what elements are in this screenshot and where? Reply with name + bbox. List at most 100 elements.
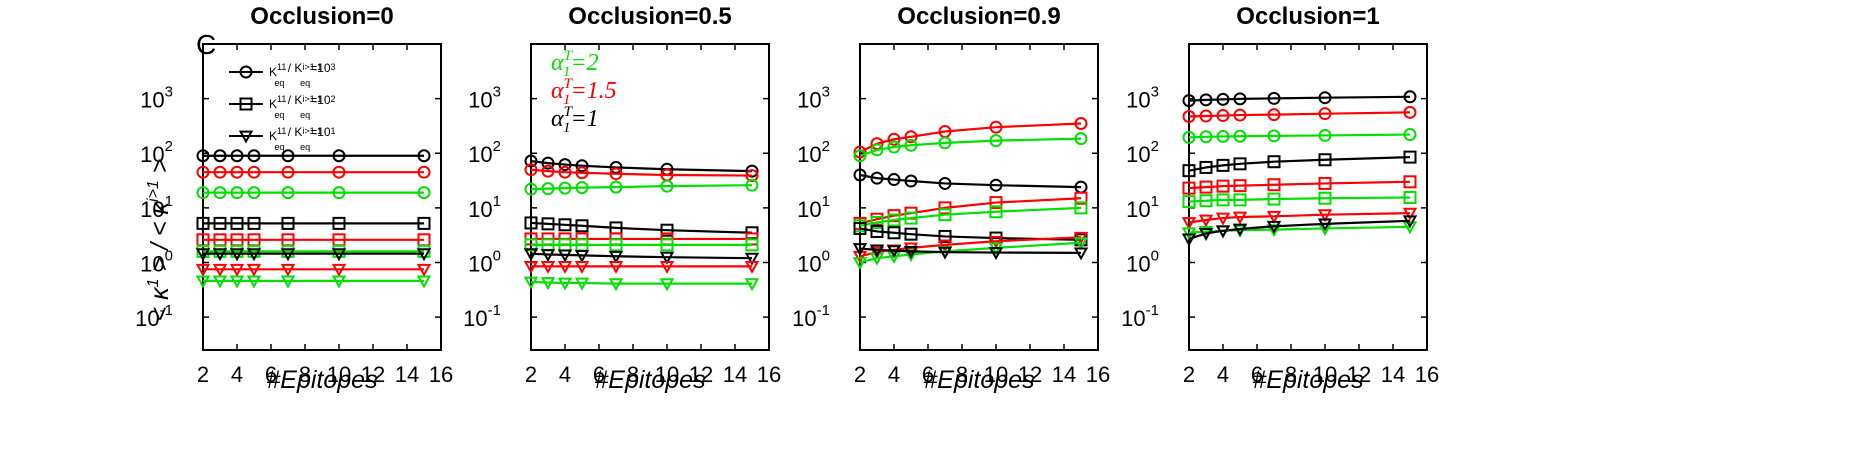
series-line: [859, 227, 1082, 241]
data-point: [332, 165, 346, 179]
data-point: [541, 156, 555, 170]
data-point: [887, 140, 901, 154]
data-point: [744, 252, 760, 266]
data-point: [246, 275, 262, 289]
panel-title: Occlusion=1: [1236, 3, 1379, 30]
y-tick-label: 101: [797, 193, 830, 222]
data-point: [247, 216, 261, 230]
y-tick-label: 100: [140, 247, 173, 276]
y-tick-label: 103: [140, 84, 173, 113]
data-point: [744, 260, 760, 274]
x-tick-label: 16: [757, 362, 781, 387]
data-point: [608, 260, 624, 274]
series-line: [530, 184, 753, 191]
series-line: [1188, 212, 1411, 224]
data-point: [660, 238, 674, 252]
data-point: [1318, 176, 1332, 190]
x-tick-label: 4: [231, 362, 243, 387]
svg-text:< κ1 > / < κi>1 >: < κ1 > / < κi>1 >: [145, 159, 174, 322]
data-point: [575, 159, 589, 173]
legend-entry: K11 eq / Ki>1,1 eq=103: [269, 61, 336, 88]
axes-frame: [202, 43, 442, 351]
data-point: [1267, 108, 1281, 122]
data-point: [938, 229, 952, 243]
data-point: [247, 149, 261, 163]
series-line: [530, 252, 753, 260]
x-tick-label: 10: [655, 362, 679, 387]
data-point: [575, 181, 589, 195]
data-point: [332, 149, 346, 163]
series-8: [523, 260, 760, 274]
data-point: [1216, 92, 1230, 106]
data-point: [1216, 109, 1230, 123]
y-tick-label: 10-1: [792, 302, 830, 331]
legend-entry: K11 eq / Ki>1,1 eq=101: [269, 125, 336, 152]
data-point: [1318, 191, 1332, 205]
series-6: [1182, 190, 1417, 209]
data-point: [887, 132, 901, 146]
series-1: [1182, 90, 1417, 108]
series-line: [1188, 219, 1411, 240]
data-point: [230, 216, 244, 230]
y-tick-label: 102: [797, 138, 830, 167]
data-point: [524, 154, 538, 168]
data-point: [417, 149, 431, 163]
data-point: [331, 263, 347, 277]
ylabel-num-sup: 1: [145, 278, 162, 287]
data-point: [1073, 247, 1089, 261]
data-point: [938, 208, 952, 222]
x-tick-label: 4: [559, 362, 571, 387]
data-point: [575, 166, 589, 180]
series-line: [859, 173, 1082, 189]
series-8: [195, 263, 432, 277]
data-point: [903, 245, 919, 259]
data-point: [1181, 233, 1197, 247]
data-point: [1182, 195, 1196, 209]
x-tick-label: 8: [1285, 362, 1297, 387]
data-point: [524, 216, 538, 230]
data-point: [989, 120, 1003, 134]
data-point: [574, 249, 590, 263]
x-tick-label: 12: [1018, 362, 1042, 387]
data-point: [558, 165, 572, 179]
y-tick-label: 103: [1126, 84, 1159, 113]
series-line: [859, 206, 1082, 227]
data-point: [332, 186, 346, 200]
data-point: [853, 168, 867, 182]
y-tick-label: 10-1: [1121, 302, 1159, 331]
data-point: [853, 149, 867, 163]
data-point: [1181, 227, 1197, 241]
legend: K11 eq / Ki>1,1 eq=103 K11 eq / Ki>1,1 eq=102…: [229, 61, 336, 152]
series-5: [196, 233, 431, 247]
series-3: [1182, 128, 1417, 144]
x-tick-label: 2: [1183, 362, 1195, 387]
data-point: [281, 186, 295, 200]
data-point: [989, 205, 1003, 219]
data-point: [869, 244, 885, 258]
data-point: [246, 263, 262, 277]
data-point: [541, 217, 555, 231]
x-axis-label: #Epitopes: [266, 366, 377, 394]
series-6: [196, 244, 431, 258]
x-tick-label: 16: [1415, 362, 1439, 387]
data-point: [660, 179, 674, 193]
data-point: [1074, 117, 1088, 131]
data-point: [1403, 150, 1417, 164]
data-point: [540, 260, 556, 274]
data-point: [524, 238, 538, 252]
data-point: [887, 173, 901, 187]
data-point: [229, 263, 245, 277]
data-point: [229, 248, 245, 262]
data-point: [904, 138, 918, 152]
data-point: [1267, 155, 1281, 169]
data-point: [247, 165, 261, 179]
legend-marker: [239, 97, 253, 111]
data-point: [659, 260, 675, 274]
data-point: [558, 218, 572, 232]
data-point: [1317, 209, 1333, 223]
series-2: [524, 163, 759, 183]
data-point: [524, 182, 538, 196]
data-point: [745, 238, 759, 252]
data-point: [744, 278, 760, 292]
data-point: [417, 165, 431, 179]
